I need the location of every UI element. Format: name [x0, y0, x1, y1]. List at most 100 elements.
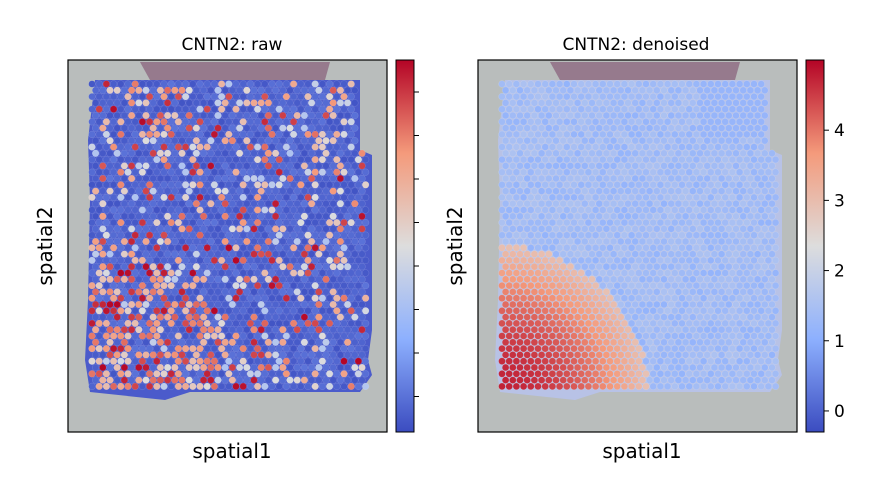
spot: [519, 181, 528, 189]
spot: [358, 263, 366, 271]
panel-raw-image: [68, 60, 387, 432]
spot: [681, 86, 690, 94]
spot: [318, 206, 327, 214]
spot: [559, 149, 567, 157]
spot: [559, 225, 567, 233]
spot: [117, 181, 125, 189]
spot: [124, 92, 132, 101]
spot: [620, 307, 629, 315]
spot: [142, 124, 150, 132]
spot: [171, 326, 179, 334]
spot: [696, 200, 704, 208]
spot: [573, 237, 582, 246]
spot: [725, 288, 733, 296]
spot: [721, 130, 729, 139]
spot: [88, 382, 96, 391]
spot: [707, 345, 715, 353]
spot: [743, 118, 751, 126]
spot: [764, 256, 773, 265]
spot: [171, 111, 179, 120]
spot: [264, 363, 273, 372]
spot: [304, 143, 312, 151]
spot: [559, 174, 567, 183]
spot: [613, 307, 621, 315]
spot: [185, 275, 193, 283]
spot: [667, 288, 675, 296]
spot: [228, 99, 237, 107]
spot: [721, 332, 729, 340]
spot: [297, 105, 305, 113]
spot: [653, 137, 661, 145]
spot: [257, 200, 265, 208]
spot: [279, 86, 287, 94]
spot: [203, 231, 211, 239]
spot: [725, 86, 733, 94]
spot: [329, 162, 337, 170]
spot: [221, 326, 229, 334]
spot: [537, 187, 546, 195]
spot: [120, 363, 129, 372]
spot: [246, 294, 255, 302]
spot: [142, 137, 150, 145]
spot: [631, 225, 639, 233]
spot: [189, 382, 197, 391]
spot: [286, 137, 294, 145]
spot: [347, 370, 355, 378]
spot: [505, 269, 513, 277]
spot: [667, 300, 675, 309]
spot: [174, 80, 183, 88]
spot: [660, 162, 668, 170]
spot: [537, 174, 546, 183]
spot: [552, 225, 560, 233]
spot: [591, 319, 600, 328]
spot: [714, 319, 722, 328]
spot: [509, 86, 517, 94]
spot: [746, 376, 755, 384]
spot: [768, 326, 776, 334]
spot: [232, 370, 240, 378]
spot: [541, 130, 549, 139]
spot: [347, 244, 355, 252]
spot: [146, 156, 154, 164]
spot: [692, 345, 701, 353]
spot: [135, 338, 143, 346]
spot: [714, 80, 722, 88]
spot: [620, 118, 629, 126]
spot: [221, 288, 229, 296]
spot: [182, 332, 190, 340]
spot: [552, 363, 560, 372]
spot: [290, 307, 298, 315]
spot: [678, 130, 686, 139]
spot: [311, 269, 319, 277]
spot: [128, 300, 136, 309]
spot: [631, 200, 639, 208]
spot: [739, 376, 747, 384]
spot: [696, 124, 704, 132]
spot: [275, 105, 283, 113]
spot: [588, 237, 596, 246]
spot: [516, 237, 524, 246]
spot: [534, 382, 542, 391]
spot: [577, 231, 585, 239]
spot: [178, 313, 186, 321]
spot: [156, 187, 165, 195]
spot: [696, 237, 704, 246]
spot: [750, 193, 758, 202]
spot: [178, 111, 186, 120]
spot: [645, 149, 654, 157]
spot: [210, 244, 219, 252]
spot: [344, 300, 352, 309]
spot: [272, 162, 280, 170]
spot: [732, 99, 740, 107]
spot: [268, 118, 276, 126]
spot: [602, 162, 611, 170]
spot: [570, 206, 578, 214]
spot: [591, 156, 600, 164]
spot: [207, 263, 215, 271]
spot: [685, 332, 693, 340]
spot: [261, 143, 269, 151]
spot: [635, 80, 643, 88]
spot: [534, 181, 542, 189]
spot: [207, 187, 215, 195]
spot: [761, 376, 769, 384]
